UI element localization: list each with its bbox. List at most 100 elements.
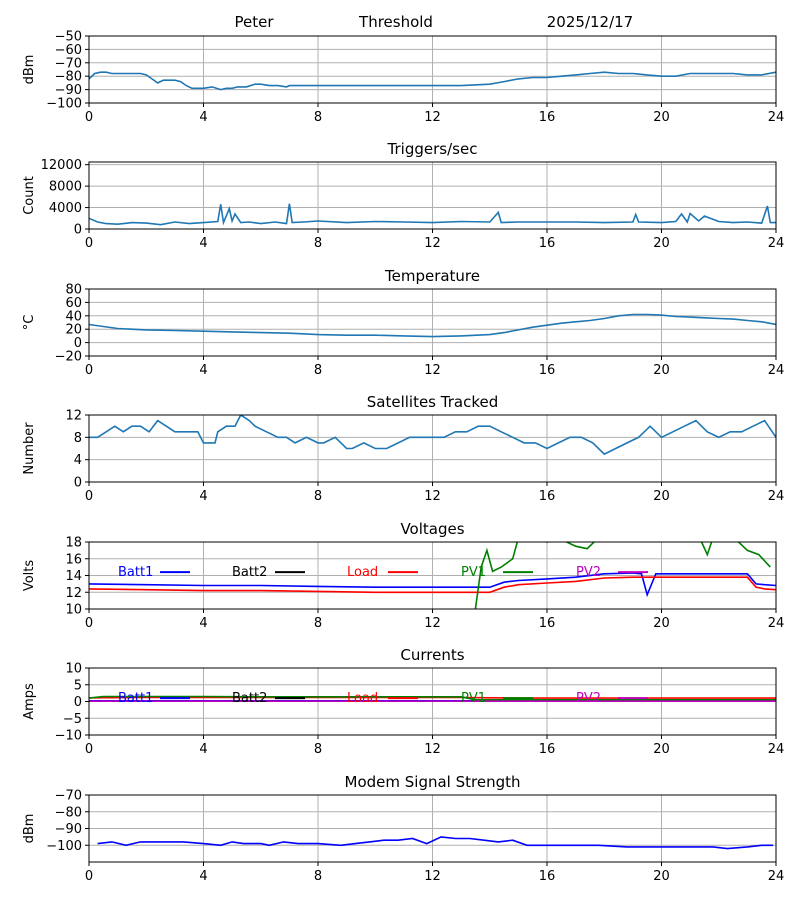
- y-tick-label: 8: [74, 431, 82, 446]
- legend-label-pv2: PV2: [576, 691, 601, 706]
- legend-label-pv1: PV1: [461, 691, 486, 706]
- series-line: [97, 836, 774, 850]
- y-tick-label: 4000: [49, 201, 82, 216]
- y-tick-label: −60: [55, 43, 82, 58]
- y-tick-label: 40: [65, 309, 82, 324]
- x-tick-label: 8: [314, 236, 322, 251]
- x-tick-label: 0: [85, 236, 93, 251]
- y-tick-label: 10: [65, 662, 82, 677]
- x-tick-label: 0: [85, 489, 93, 504]
- series-line: [89, 203, 776, 226]
- y-tick-label: −80: [55, 805, 82, 820]
- x-tick-label: 20: [653, 869, 670, 884]
- series-line-pv1: [474, 542, 771, 609]
- y-tick-label: −20: [55, 350, 82, 365]
- y-axis-label: Number: [22, 422, 37, 475]
- x-tick-label: 4: [199, 869, 207, 884]
- x-tick-label: 16: [539, 363, 556, 378]
- series-line-pv1: [89, 695, 776, 701]
- y-tick-label: −70: [55, 789, 82, 804]
- y-axis-label: dBm: [22, 814, 37, 844]
- header-date: 2025/12/17: [547, 13, 633, 31]
- x-tick-label: 0: [85, 110, 93, 125]
- x-tick-label: 24: [768, 489, 785, 504]
- y-tick-label: 80: [65, 283, 82, 298]
- x-tick-label: 20: [653, 363, 670, 378]
- x-tick-label: 8: [314, 742, 322, 757]
- x-tick-label: 20: [653, 616, 670, 631]
- x-tick-label: 0: [85, 869, 93, 884]
- chart-panel-4: 0 4 8 12 16 20 24 0 4 8 12 Number Satellites Tracked: [22, 393, 784, 504]
- y-tick-label: 12: [65, 586, 82, 601]
- x-tick-label: 20: [653, 236, 670, 251]
- header-station: Peter: [234, 13, 274, 31]
- x-tick-label: 12: [424, 742, 441, 757]
- y-tick-label: −10: [55, 729, 82, 744]
- x-tick-label: 24: [768, 110, 785, 125]
- x-tick-label: 4: [199, 489, 207, 504]
- y-tick-label: −50: [55, 30, 82, 45]
- y-axis-label: dBm: [22, 55, 37, 85]
- x-tick-label: 12: [424, 110, 441, 125]
- x-tick-label: 16: [539, 489, 556, 504]
- x-tick-label: 20: [653, 489, 670, 504]
- x-tick-label: 12: [424, 363, 441, 378]
- x-tick-label: 8: [314, 869, 322, 884]
- x-tick-label: 24: [768, 363, 785, 378]
- y-tick-label: 4: [74, 453, 82, 468]
- y-axis-label: Amps: [22, 683, 37, 720]
- y-tick-label: 12: [65, 409, 82, 424]
- y-tick-label: 0: [74, 695, 82, 710]
- y-tick-label: 60: [65, 296, 82, 311]
- y-tick-label: −90: [55, 822, 82, 837]
- y-axis-label: Count: [22, 176, 37, 215]
- y-axis-label: Volts: [22, 560, 37, 592]
- x-tick-label: 4: [199, 363, 207, 378]
- y-axis-label: °C: [22, 315, 37, 331]
- x-tick-label: 16: [539, 616, 556, 631]
- chart-panel-2: 0 4 8 12 16 20 24 0 4000 8000 12000 Count Triggers/s…: [22, 140, 784, 251]
- y-tick-label: 0: [74, 476, 82, 491]
- series-line: [89, 313, 776, 338]
- x-tick-label: 8: [314, 363, 322, 378]
- x-tick-label: 12: [424, 869, 441, 884]
- chart-title: Currents: [400, 646, 464, 664]
- y-tick-label: 18: [65, 536, 82, 551]
- chart-title: Temperature: [384, 267, 480, 285]
- chart-title: Modem Signal Strength: [345, 773, 521, 791]
- legend-label-batt2: Batt2: [232, 565, 267, 580]
- y-tick-label: −5: [63, 712, 82, 727]
- x-tick-label: 8: [314, 489, 322, 504]
- y-tick-label: 16: [65, 552, 82, 567]
- x-tick-label: 24: [768, 616, 785, 631]
- x-tick-label: 4: [199, 616, 207, 631]
- x-tick-label: 24: [768, 742, 785, 757]
- y-tick-label: −100: [46, 97, 82, 112]
- y-tick-label: 5: [74, 678, 82, 693]
- y-tick-label: 20: [65, 323, 82, 338]
- y-tick-label: −100: [46, 839, 82, 854]
- y-tick-label: 12000: [41, 158, 82, 173]
- legend-label-pv1: PV1: [461, 565, 486, 580]
- y-tick-label: 10: [65, 603, 82, 618]
- x-tick-label: 24: [768, 236, 785, 251]
- x-tick-label: 16: [539, 742, 556, 757]
- x-tick-label: 8: [314, 110, 322, 125]
- x-tick-label: 0: [85, 742, 93, 757]
- y-tick-label: 0: [74, 223, 82, 238]
- x-tick-label: 20: [653, 742, 670, 757]
- series-line-load: [89, 576, 776, 594]
- series-line: [89, 415, 776, 456]
- y-tick-label: 8000: [49, 180, 82, 195]
- x-tick-label: 16: [539, 110, 556, 125]
- y-tick-label: −70: [55, 56, 82, 71]
- x-tick-label: 24: [768, 869, 785, 884]
- x-tick-label: 4: [199, 236, 207, 251]
- legend-label-pv2: PV2: [576, 565, 601, 580]
